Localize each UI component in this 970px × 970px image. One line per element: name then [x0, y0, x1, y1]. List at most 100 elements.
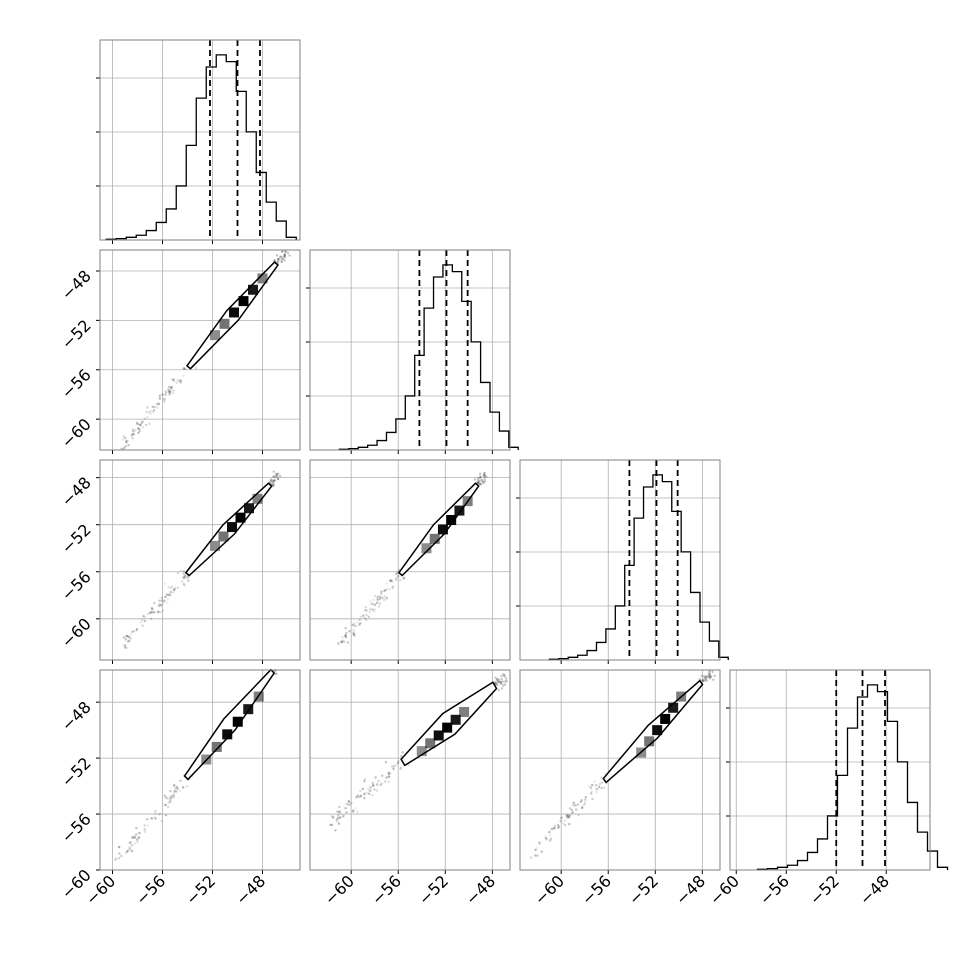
scatter-point	[572, 801, 575, 804]
scatter-point	[584, 795, 588, 799]
scatter-point	[280, 260, 283, 263]
scatter-point	[132, 433, 136, 436]
scatter-point	[158, 394, 162, 398]
scatter-point	[372, 784, 375, 787]
scatter-point	[497, 678, 500, 681]
scatter-point	[392, 765, 395, 768]
scatter-point	[378, 602, 382, 605]
panel-3-3	[516, 459, 729, 664]
scatter-point	[274, 475, 278, 479]
scatter-point	[340, 640, 343, 643]
scatter-point	[169, 591, 173, 594]
scatter-point	[172, 790, 176, 794]
scatter-point	[350, 802, 353, 805]
scatter-point	[368, 610, 372, 614]
density-cell	[201, 754, 212, 765]
scatter-point	[271, 480, 274, 484]
scatter-point	[338, 810, 342, 813]
scatter-point	[176, 586, 180, 589]
scatter-point	[117, 845, 121, 849]
scatter-point	[143, 830, 147, 834]
density-cell	[252, 493, 263, 504]
scatter-point	[381, 774, 384, 777]
scatter-point	[139, 620, 142, 624]
scatter-point	[713, 674, 716, 678]
scatter-point	[135, 832, 138, 836]
scatter-point	[277, 472, 280, 476]
scatter-point	[591, 783, 594, 787]
density-cell	[676, 691, 687, 702]
scatter-point	[371, 608, 374, 611]
scatter-point	[387, 780, 390, 783]
scatter-point	[168, 390, 171, 393]
scatter-point	[362, 614, 365, 617]
scatter-point	[282, 254, 286, 257]
scatter-point	[361, 787, 365, 791]
scatter-point	[153, 405, 157, 409]
scatter-point	[154, 812, 157, 815]
scatter-point	[371, 781, 374, 785]
scatter-point	[574, 804, 577, 807]
scatter-point	[142, 614, 145, 618]
scatter-point	[273, 479, 277, 482]
density-cell	[227, 522, 237, 533]
scatter-point	[398, 575, 402, 578]
scatter-point	[388, 579, 392, 583]
scatter-point	[553, 827, 556, 830]
scatter-point	[182, 374, 185, 378]
scatter-point	[707, 672, 711, 676]
x-tick-label: −56	[756, 871, 793, 908]
scatter-point	[479, 475, 482, 479]
scatter-point	[594, 783, 598, 787]
scatter-point	[483, 474, 486, 477]
scatter-point	[131, 836, 134, 840]
scatter-point	[378, 597, 382, 601]
scatter-point	[571, 804, 575, 807]
scatter-point	[179, 380, 183, 383]
density-cell	[210, 330, 220, 341]
scatter-point	[158, 603, 161, 606]
panel-frame	[519, 669, 721, 871]
density-cell	[235, 512, 246, 523]
scatter-point	[172, 590, 175, 594]
y-tick-label: −60	[58, 415, 95, 452]
scatter-point	[708, 672, 712, 676]
scatter-point	[178, 380, 181, 383]
scatter-point	[341, 639, 344, 642]
scatter-point	[359, 794, 363, 798]
scatter-point	[135, 826, 138, 830]
scatter-point	[166, 593, 170, 597]
scatter-point	[540, 850, 543, 853]
scatter-point	[159, 812, 162, 815]
scatter-point	[358, 795, 362, 798]
scatter-point	[347, 799, 350, 803]
scatter-point	[179, 379, 182, 382]
scatter-point	[168, 795, 172, 798]
scatter-point	[359, 789, 362, 793]
scatter-point	[170, 386, 173, 390]
scatter-point	[709, 675, 713, 678]
density-cell	[210, 540, 220, 551]
scatter-point	[124, 646, 127, 649]
scatter-point	[561, 822, 565, 825]
scatter-point	[368, 789, 371, 793]
scatter-point	[389, 579, 392, 583]
scatter-point	[358, 795, 361, 799]
scatter-point	[344, 636, 348, 639]
scatter-point	[701, 679, 705, 682]
scatter-point	[580, 798, 583, 802]
scatter-point	[577, 814, 580, 817]
scatter-point	[481, 479, 484, 483]
panel-frame	[99, 669, 301, 871]
scatter-point	[169, 586, 173, 590]
scatter-point	[363, 792, 366, 795]
scatter-point	[182, 577, 185, 580]
scatter-point	[344, 806, 347, 810]
scatter-point	[286, 251, 290, 255]
scatter-point	[553, 824, 557, 828]
scatter-point	[375, 601, 378, 605]
density-cell	[425, 738, 436, 749]
scatter-point	[702, 675, 706, 678]
scatter-point	[363, 617, 367, 620]
scatter-point	[141, 426, 145, 429]
